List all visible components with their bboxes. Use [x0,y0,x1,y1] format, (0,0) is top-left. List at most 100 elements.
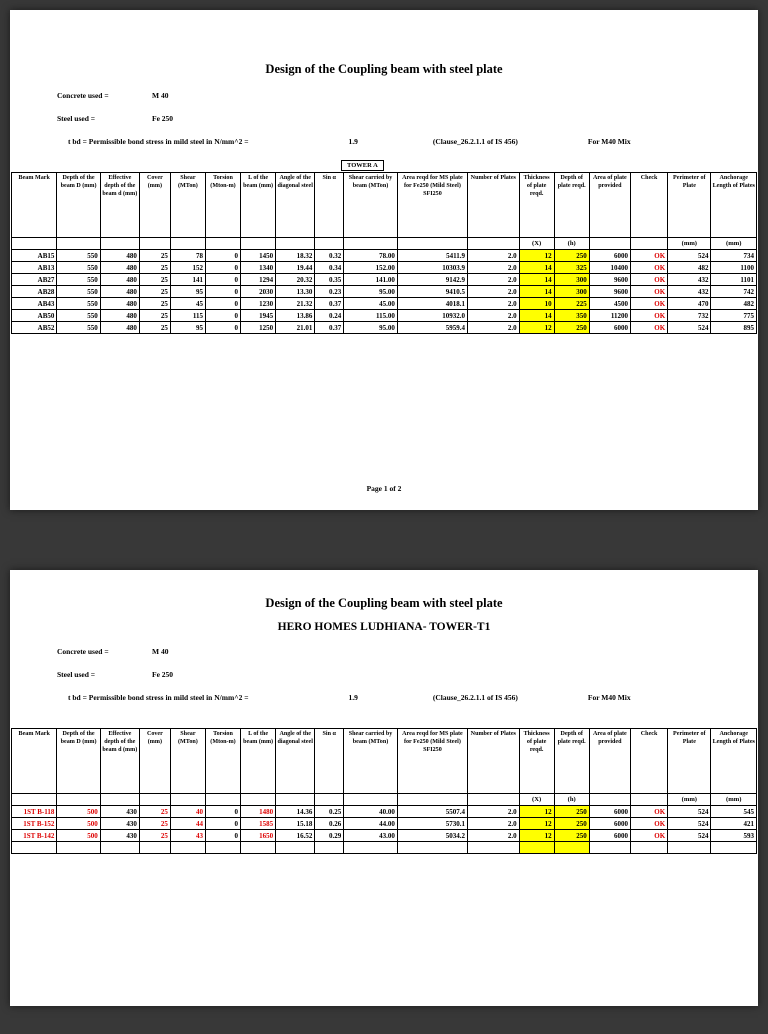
units-row: (X) (h) (mm) (mm) [10,793,757,806]
beam-data-cell: AB27 [10,273,58,286]
concrete-used-value: M 40 [152,91,169,100]
beam-data-cell: 25 [138,249,171,262]
beam-data-cell: 0.34 [314,261,345,274]
beam-data-cell: 10303.9 [396,261,469,274]
beam-data-cell: 44 [169,817,206,830]
beam-data-cell: OK [630,297,669,310]
beam-data-cell: 19.44 [275,261,316,274]
beam-data-cell: 300 [553,273,590,286]
beam-data-cell: 480 [99,261,140,274]
beam-data-cell: 13.86 [275,309,316,322]
beam-data-cell: 1450 [240,249,277,262]
beam-data-cell: 6000 [588,321,632,334]
beam-data-cell: 14 [518,273,555,286]
beam-data-cell: 115.00 [343,309,398,322]
unit-cell [630,793,669,806]
beam-data-cell: 15.18 [275,817,316,830]
beam-data-cell: 12 [518,249,555,262]
column-header: Shear carried by beam (MTon) [343,172,398,238]
beam-data-cell: 0.24 [314,309,345,322]
beam-data-cell: 95 [169,285,206,298]
beam-data-cell: 18.32 [275,249,316,262]
beam-data-cell: 421 [710,817,757,830]
beam-data-row: 1ST B-152 500 430 25 44 0 1585 15.18 0.26 44.00 57… [10,817,757,830]
empty-cell [56,841,101,854]
unit-cell [467,237,520,250]
beam-data-cell: 14.36 [275,805,316,818]
bond-stress-label: t bd = Permissible bond stress in mild s… [68,137,249,146]
coupling-beam-table: Beam Mark Depth of the beam D (mm) Effecti… [10,172,757,334]
clause-reference: (Clause_26.2.1.1 of IS 456) [432,693,518,702]
beam-data-cell: OK [630,829,669,842]
beam-data-cell: 14 [518,285,555,298]
beam-data-row: 1ST B-118 500 430 25 40 0 1480 14.36 0.25 40.00 55… [10,805,757,818]
beam-data-cell: 1650 [240,829,277,842]
empty-cell [343,841,398,854]
beam-data-cell: 480 [99,285,140,298]
document-page-2: Design of the Coupling beam with steel p… [10,570,758,1006]
page-title: Design of the Coupling beam with steel p… [265,62,503,76]
column-header: Torsion (Mton-m) [204,728,242,794]
beam-data-cell: 25 [138,817,171,830]
clause-reference: (Clause_26.2.1.1 of IS 456) [432,137,518,146]
empty-cell [138,841,171,854]
unit-cell [343,793,398,806]
beam-data-cell: 2.0 [467,817,520,830]
beam-data-cell: 480 [99,249,140,262]
beam-data-cell: 775 [710,309,757,322]
beam-data-cell: 40.00 [343,805,398,818]
column-header: Anchorage Length of Plates [710,172,757,238]
beam-data-cell: 524 [667,321,712,334]
beam-data-cell: 152.00 [343,261,398,274]
beam-data-cell: 325 [553,261,590,274]
beam-data-cell: 9600 [588,273,632,286]
beam-data-row: AB52 550 480 25 95 0 1250 21.01 0.37 95.00 5959.4 2… [10,321,757,334]
column-header: Beam Mark [10,172,58,238]
beam-data-cell: 9410.5 [396,285,469,298]
beam-data-cell: 5507.4 [396,805,469,818]
column-header: Sin α [314,728,345,794]
beam-data-cell: 10 [518,297,555,310]
beam-data-cell: 250 [553,805,590,818]
column-header: Sin α [314,172,345,238]
beam-data-cell: 25 [138,321,171,334]
beam-table-container-2: Beam Mark Depth of the beam D (mm) Effecti… [10,728,757,854]
beam-data-cell: 550 [56,273,101,286]
beam-data-cell: 2.0 [467,829,520,842]
beam-data-cell: 0 [204,829,242,842]
beam-data-cell: AB52 [10,321,58,334]
beam-data-cell: 1ST B-118 [10,805,58,818]
column-header: Perimeter of Plate [667,172,712,238]
beam-data-cell: 12 [518,321,555,334]
column-header: Cover (mm) [138,728,171,794]
column-header: Thickness of plate reqd. [518,172,555,238]
unit-cell [99,237,140,250]
beam-data-cell: 2.0 [467,309,520,322]
column-header: Area reqd for MS plate for Fe250 (Mild S… [396,172,469,238]
beam-data-cell: 25 [138,805,171,818]
beam-data-cell: 4500 [588,297,632,310]
beam-data-cell: 10400 [588,261,632,274]
beam-data-cell: 432 [667,285,712,298]
beam-data-cell: 1480 [240,805,277,818]
beam-data-cell: 1585 [240,817,277,830]
empty-cell [10,841,58,854]
column-header: Area of plate provided [588,172,632,238]
beam-data-cell: 545 [710,805,757,818]
coupling-beam-table: Beam Mark Depth of the beam D (mm) Effecti… [10,728,757,854]
empty-cell [553,841,590,854]
unit-cell [240,793,277,806]
beam-data-row: 1ST B-142 500 430 25 43 0 1650 16.52 0.29 43.00 50… [10,829,757,842]
bond-stress-value: 1.9 [348,693,358,702]
steel-used-label: Steel used = [57,670,96,679]
unit-cell [343,237,398,250]
beam-data-cell: 25 [138,297,171,310]
column-header: Shear (MTon) [169,172,206,238]
beam-data-cell: OK [630,261,669,274]
beam-data-cell: 732 [667,309,712,322]
bond-stress-value: 1.9 [348,137,358,146]
beam-data-cell: 1294 [240,273,277,286]
beam-data-cell: 9600 [588,285,632,298]
beam-data-cell: 225 [553,297,590,310]
column-header: Anchorage Length of Plates [710,728,757,794]
